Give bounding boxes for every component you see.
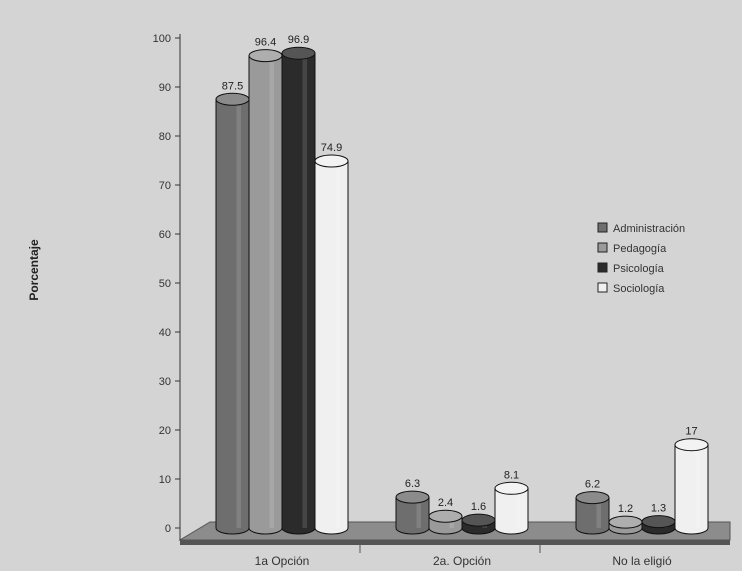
bar bbox=[395, 490, 430, 535]
data-label: 8.1 bbox=[504, 469, 519, 481]
legend-swatch bbox=[597, 222, 608, 233]
bar-body bbox=[494, 487, 529, 535]
bar bbox=[641, 515, 676, 535]
bar bbox=[461, 513, 496, 535]
bar bbox=[674, 438, 709, 535]
legend-label: Pedagogía bbox=[613, 243, 667, 255]
legend-label: Psicología bbox=[613, 263, 665, 275]
bar bbox=[428, 509, 463, 535]
bar-highlight bbox=[269, 55, 275, 528]
bar-body bbox=[248, 55, 283, 535]
y-tick-label: 50 bbox=[159, 278, 171, 290]
legend-swatch bbox=[597, 282, 608, 293]
y-tick-label: 40 bbox=[159, 327, 171, 339]
bar-body bbox=[314, 160, 349, 535]
bar-highlight bbox=[596, 497, 602, 528]
bar-top bbox=[575, 491, 610, 505]
data-label: 1.3 bbox=[651, 503, 666, 515]
data-label: 96.4 bbox=[255, 37, 276, 49]
bar-top bbox=[248, 49, 283, 63]
bar-body bbox=[281, 52, 316, 535]
y-tick-label: 10 bbox=[159, 474, 171, 486]
x-axis: 1a Opción 2a. Opción No la eligió bbox=[255, 545, 672, 568]
y-tick-label: 100 bbox=[153, 33, 171, 45]
y-tick-label: 70 bbox=[159, 180, 171, 192]
bar bbox=[281, 46, 316, 535]
data-label: 1.2 bbox=[618, 503, 633, 515]
bar-top bbox=[395, 490, 430, 504]
bar-top bbox=[281, 46, 316, 60]
bar-top bbox=[215, 92, 250, 106]
bar-highlight bbox=[236, 99, 242, 528]
bar bbox=[608, 515, 643, 535]
bar-body bbox=[674, 444, 709, 535]
bar-highlight bbox=[416, 497, 422, 528]
data-label: 96.9 bbox=[288, 34, 309, 46]
bar-top bbox=[608, 515, 643, 529]
data-label: 87.5 bbox=[222, 80, 243, 92]
y-tick-label: 60 bbox=[159, 229, 171, 241]
legend-swatch bbox=[597, 262, 608, 273]
data-label: 6.3 bbox=[405, 478, 420, 490]
y-tick-label: 90 bbox=[159, 82, 171, 94]
bar bbox=[575, 491, 610, 535]
bar-highlight bbox=[695, 444, 701, 528]
data-label: 1.6 bbox=[471, 501, 486, 513]
bar-top bbox=[461, 513, 496, 527]
x-tick-label: 1a Opción bbox=[255, 554, 310, 568]
legend-label: Sociología bbox=[613, 283, 665, 295]
bar-body bbox=[215, 98, 250, 535]
bar bbox=[248, 49, 283, 535]
bar-top bbox=[494, 481, 529, 495]
bar-highlight bbox=[335, 160, 341, 529]
y-axis-label: Porcentaje bbox=[27, 239, 41, 301]
y-tick-label: 20 bbox=[159, 425, 171, 437]
bar bbox=[215, 92, 250, 535]
data-labels: 87.5 96.4 96.9 74.9 6.3 2.4 1.6 8.1 6.2 1.2 1.3 17 bbox=[222, 34, 698, 515]
legend-swatch bbox=[597, 242, 608, 253]
floor-edge bbox=[180, 540, 730, 545]
data-label: 17 bbox=[685, 426, 697, 438]
bar bbox=[494, 481, 529, 535]
bar-top bbox=[428, 509, 463, 523]
x-tick-label: 2a. Opción bbox=[433, 554, 491, 568]
data-label: 6.2 bbox=[585, 479, 600, 491]
y-tick-label: 0 bbox=[165, 523, 171, 535]
y-axis: 0 10 20 30 40 50 60 70 80 90 100 bbox=[153, 33, 181, 540]
data-label: 2.4 bbox=[438, 497, 453, 509]
bars bbox=[215, 46, 709, 535]
bar bbox=[314, 154, 349, 535]
bar-top bbox=[674, 438, 709, 452]
bar-top bbox=[314, 154, 349, 168]
y-tick-label: 30 bbox=[159, 376, 171, 388]
bar-highlight bbox=[302, 53, 308, 528]
legend-label: Administración bbox=[613, 223, 685, 235]
x-tick-label: No la eligió bbox=[612, 554, 672, 568]
bar-highlight bbox=[515, 488, 521, 528]
legend: Administración Pedagogía Psicología Sociolo… bbox=[597, 222, 685, 295]
data-label: 74.9 bbox=[321, 142, 342, 154]
bar-top bbox=[641, 515, 676, 529]
y-tick-label: 80 bbox=[159, 131, 171, 143]
